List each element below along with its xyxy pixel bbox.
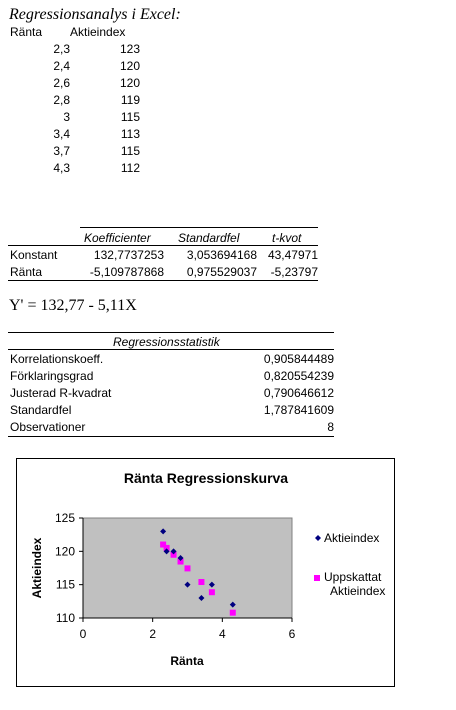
stats-label: Observationer xyxy=(10,420,86,434)
regression-equation: Y' = 132,77 - 5,11X xyxy=(9,297,137,314)
data-cell-ranta: 2,3 xyxy=(53,42,70,56)
observed-point xyxy=(163,548,170,555)
stats-label: Förklaringsgrad xyxy=(10,369,94,383)
coef-label-ranta: Ränta xyxy=(10,265,43,279)
stats-top-rule xyxy=(8,332,334,333)
observed-point xyxy=(208,581,215,588)
estimated-point xyxy=(184,565,191,572)
stats-label: Korrelationskoeff. xyxy=(10,352,104,366)
header-ranta: Ränta xyxy=(10,25,43,39)
estimated-point xyxy=(170,551,177,558)
coef-header-tkvot: t-kvot xyxy=(272,231,302,245)
y-tick-label: 125 xyxy=(55,511,75,525)
stats-label: Justerad R-kvadrat xyxy=(10,386,112,400)
data-cell-aktieindex: 115 xyxy=(120,110,140,124)
data-cell-ranta: 2,6 xyxy=(53,76,70,90)
estimated-point xyxy=(208,589,215,596)
coef-header-rule xyxy=(8,245,318,246)
stats-value: 8 xyxy=(327,420,334,434)
data-cell-aktieindex: 123 xyxy=(119,42,140,56)
x-axis-label: Ränta xyxy=(170,654,204,668)
estimated-point xyxy=(177,558,184,565)
coef-label-konstant: Konstant xyxy=(10,248,58,262)
x-tick-label: 4 xyxy=(219,627,226,641)
data-cell-ranta: 2,4 xyxy=(53,59,70,73)
estimated-point xyxy=(163,544,170,551)
coef-konstant-stdfel: 3,053694168 xyxy=(186,248,257,262)
observed-point xyxy=(198,595,205,601)
observed-point xyxy=(184,581,191,588)
data-cell-ranta: 2,8 xyxy=(53,93,70,107)
legend-uppskattat: Uppskattat Aktieindex xyxy=(324,570,385,598)
y-tick-label: 115 xyxy=(56,578,75,592)
data-cell-ranta: 3 xyxy=(63,110,70,124)
estimated-point xyxy=(229,609,236,616)
observed-point xyxy=(160,528,167,535)
data-cell-aktieindex: 120 xyxy=(119,76,140,90)
x-tick-label: 2 xyxy=(149,627,156,641)
estimated-point xyxy=(160,541,167,548)
y-axis-label: Aktieindex xyxy=(30,537,44,598)
stats-bottom-rule xyxy=(8,436,334,437)
data-cell-ranta: 3,4 xyxy=(53,127,70,141)
stats-value: 1,787841609 xyxy=(263,403,334,417)
data-cell-aktieindex: 112 xyxy=(120,161,140,175)
coef-ranta-koef: -5,109787868 xyxy=(89,265,164,279)
coef-konstant-tkvot: 43,47971 xyxy=(267,248,318,262)
coef-ranta-tkvot: -5,23797 xyxy=(270,265,318,279)
x-tick-label: 6 xyxy=(289,627,296,641)
coef-ranta-stdfel: 0,975529037 xyxy=(186,265,257,279)
stats-value: 0,790646612 xyxy=(263,386,334,400)
data-cell-aktieindex: 119 xyxy=(120,93,140,107)
y-tick-label: 120 xyxy=(55,544,75,558)
coef-bottom-rule xyxy=(8,280,318,281)
observed-point xyxy=(229,601,236,608)
stats-label: Standardfel xyxy=(10,403,72,417)
legend-square-marker xyxy=(314,575,320,581)
data-cell-aktieindex: 120 xyxy=(119,59,140,73)
data-cell-aktieindex: 115 xyxy=(120,144,140,158)
scatter-chart: Ränta Regressionskurva 0 2 4 6110115120125 … xyxy=(30,470,385,668)
data-cell-ranta: 4,3 xyxy=(53,161,70,175)
observed-point xyxy=(170,548,177,555)
observed-point xyxy=(177,555,184,561)
data-cell-ranta: 3,7 xyxy=(53,144,70,158)
header-aktieindex: Aktieindex xyxy=(70,25,126,39)
stats-header: Regressionsstatistik xyxy=(113,335,220,349)
x-tick-label: 0 xyxy=(80,627,87,641)
stats-value: 0,820554239 xyxy=(263,369,334,383)
chart-legend: Aktieindex Uppskattat Aktieindex xyxy=(314,531,385,598)
y-tick-label: 110 xyxy=(56,611,75,625)
coef-top-rule xyxy=(80,227,318,228)
coef-header-standardfel: Standardfel xyxy=(178,231,240,245)
stats-value: 0,905844489 xyxy=(263,352,334,366)
sheet-title: Regressionsanalys i Excel: xyxy=(9,6,181,23)
stats-header-rule xyxy=(8,349,334,350)
coef-header-koefficienter: Koefficienter xyxy=(84,231,151,245)
chart-title: Ränta Regressionskurva xyxy=(124,470,288,486)
estimated-point xyxy=(198,579,205,585)
data-cell-aktieindex: 113 xyxy=(120,127,140,141)
legend-aktieindex: Aktieindex xyxy=(324,531,379,545)
chart-area[interactable]: Ränta Regressionskurva 0 2 4 6 110 115 120 125 … xyxy=(16,458,395,687)
coef-konstant-koef: 132,7737253 xyxy=(93,248,164,262)
legend-diamond-marker xyxy=(315,535,321,541)
